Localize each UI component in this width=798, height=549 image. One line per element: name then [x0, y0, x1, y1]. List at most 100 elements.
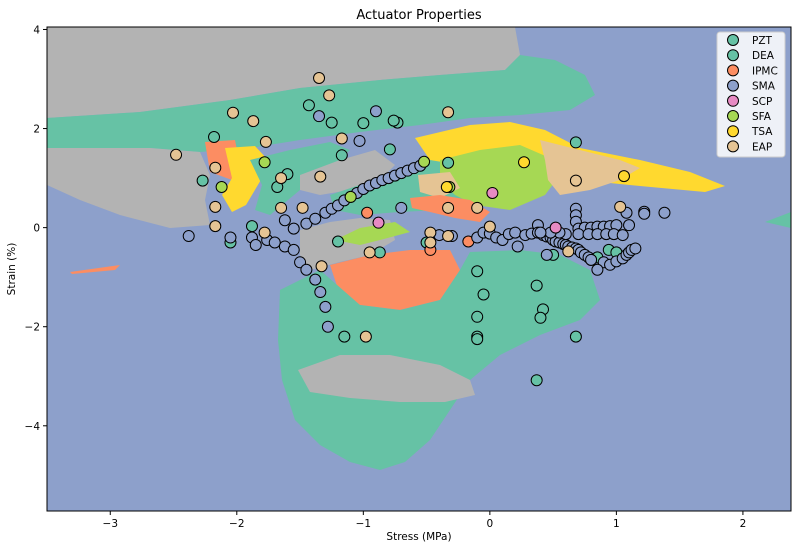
- point-dea-9: [357, 117, 370, 130]
- region-ipmc-center-low: [330, 250, 460, 310]
- point-sfa-3: [418, 155, 431, 168]
- point-sma-88: [623, 219, 636, 232]
- legend-label-sfa: SFA: [752, 111, 772, 123]
- point-eap-9: [296, 201, 309, 214]
- legend-label-eap: EAP: [752, 141, 772, 153]
- point-sfa-1: [258, 156, 271, 169]
- point-eap-5: [247, 115, 260, 128]
- point-sma-102: [534, 226, 547, 239]
- x-tick-label: 1: [613, 518, 620, 530]
- y-tick-label: 0: [33, 223, 40, 235]
- legend-marker-tsa: [727, 125, 739, 138]
- y-axis-label: Strain (%): [6, 243, 18, 296]
- x-tick-label: −1: [356, 518, 371, 530]
- region-dea-top-band: [47, 55, 595, 152]
- point-dea-20: [530, 374, 543, 387]
- region-sfa-center: [335, 222, 410, 245]
- legend-label-pzt: PZT: [752, 35, 773, 47]
- point-sma-13: [321, 320, 334, 333]
- point-dea-7: [335, 149, 348, 162]
- point-eap-25: [562, 245, 575, 258]
- point-eap-1: [209, 161, 222, 174]
- point-sma-92: [540, 248, 553, 261]
- point-eap-27: [614, 200, 627, 213]
- point-sma-47: [511, 240, 524, 253]
- plot-frame: [46, 26, 792, 512]
- point-dea-10: [383, 143, 396, 156]
- point-sma-12: [319, 300, 332, 313]
- point-dea-18: [477, 288, 490, 301]
- point-dea-5: [302, 99, 315, 112]
- point-sfa-2: [344, 190, 357, 203]
- region-dea-right-tip: [765, 212, 791, 228]
- point-sma-1: [224, 231, 237, 244]
- legend-box: [716, 31, 786, 158]
- x-tick-label: −3: [103, 518, 118, 530]
- point-ipmc-0: [361, 206, 374, 219]
- legend-marker-sma: [727, 79, 739, 92]
- point-sma-9: [300, 263, 313, 276]
- point-dea-2: [245, 220, 258, 233]
- point-sma-37: [395, 201, 408, 214]
- point-eap-19: [442, 201, 455, 214]
- point-eap-7: [275, 172, 288, 185]
- point-sma-7: [287, 243, 300, 256]
- region-other-bottom: [298, 355, 475, 402]
- x-axis-ticks: −3 −2 −1 0 1 2: [103, 511, 747, 530]
- y-tick-label: −2: [25, 322, 40, 334]
- point-pzt-0: [373, 246, 386, 259]
- point-eap-2: [209, 200, 222, 213]
- point-scp-0: [372, 216, 385, 229]
- point-sma-3: [249, 238, 262, 251]
- point-sma-34: [313, 110, 326, 123]
- points-layer: [170, 72, 671, 387]
- point-sfa-0: [215, 181, 228, 194]
- chart-title: Actuator Properties: [356, 8, 482, 23]
- point-eap-24: [483, 220, 496, 233]
- point-eap-17: [359, 330, 372, 343]
- legend-marker-eap: [727, 140, 739, 153]
- point-sma-11: [314, 286, 327, 299]
- point-eap-6: [259, 135, 272, 148]
- point-dea-14: [471, 265, 484, 278]
- point-eap-10: [258, 226, 271, 239]
- region-sfa-right: [440, 145, 560, 210]
- point-dea-15: [471, 310, 484, 323]
- point-eap-18: [442, 106, 455, 119]
- point-dea-12: [387, 114, 400, 127]
- point-sma-46: [509, 226, 522, 239]
- x-tick-label: 0: [487, 518, 494, 530]
- legend-label-sma: SMA: [752, 81, 776, 93]
- point-sma-36: [369, 105, 382, 118]
- point-sma-5: [268, 236, 281, 249]
- point-sma-99: [616, 229, 629, 242]
- legend-label-tsa: TSA: [751, 126, 773, 138]
- point-sma-91: [658, 206, 671, 219]
- x-tick-label: 2: [740, 518, 747, 530]
- point-eap-15: [335, 132, 348, 145]
- point-eap-21: [424, 226, 437, 239]
- point-sma-10: [309, 273, 322, 286]
- legend-label-dea: DEA: [752, 50, 775, 62]
- point-sma-80: [591, 263, 604, 276]
- legend-marker-sfa: [727, 110, 739, 122]
- point-eap-16: [363, 246, 376, 259]
- point-scp-1: [486, 186, 499, 199]
- point-eap-12: [323, 89, 336, 102]
- point-dea-17: [471, 333, 484, 346]
- point-sma-0: [182, 230, 195, 243]
- point-eap-23: [471, 201, 484, 214]
- point-tsa-1: [518, 156, 531, 169]
- point-sma-14: [278, 214, 291, 227]
- point-sma-94: [572, 228, 585, 241]
- region-ipmc-thin: [70, 265, 120, 274]
- point-eap-20: [442, 230, 455, 243]
- legend-label-scp: SCP: [752, 96, 772, 108]
- region-eap-right: [540, 140, 640, 195]
- background-regions: [47, 27, 791, 511]
- point-scp-2: [549, 221, 562, 234]
- region-other-mid: [300, 150, 395, 195]
- y-tick-label: −4: [25, 421, 41, 433]
- y-tick-label: 4: [33, 24, 40, 36]
